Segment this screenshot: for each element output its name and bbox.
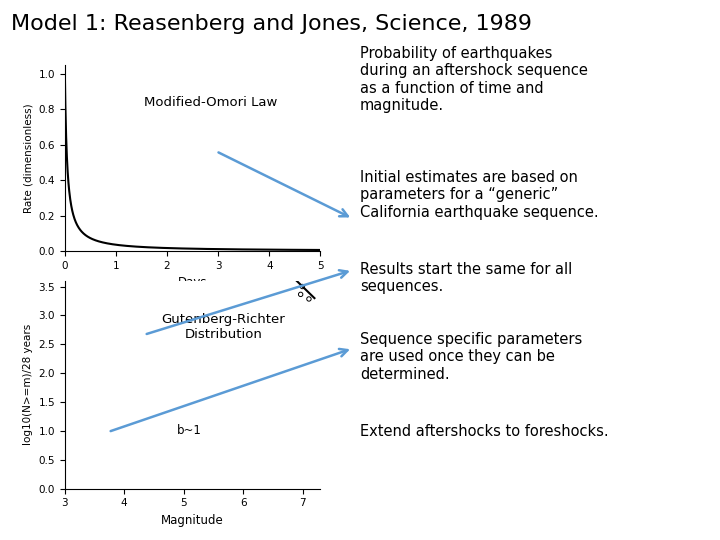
- X-axis label: Days: Days: [178, 276, 207, 289]
- Point: [207, 194, 219, 202]
- Point: [117, 106, 129, 114]
- Point: [76, 75, 88, 83]
- Point: [186, 172, 198, 181]
- Point: [73, 66, 85, 75]
- Point: [275, 253, 287, 261]
- Point: [87, 84, 99, 92]
- Point: [90, 77, 102, 85]
- Point: [217, 204, 229, 213]
- Point: [265, 253, 276, 261]
- Point: [97, 83, 109, 91]
- Point: [212, 195, 223, 204]
- Point: [179, 161, 191, 170]
- Text: Gutenberg-Richter
Distribution: Gutenberg-Richter Distribution: [161, 313, 285, 341]
- FancyArrowPatch shape: [218, 152, 348, 217]
- Point: [303, 295, 315, 303]
- Point: [197, 177, 208, 186]
- Point: [138, 131, 150, 140]
- Point: [122, 113, 133, 122]
- Point: [73, 64, 85, 73]
- Point: [175, 165, 186, 174]
- Point: [112, 105, 124, 114]
- Y-axis label: log10(N>=m)/28 years: log10(N>=m)/28 years: [23, 324, 33, 446]
- Point: [120, 91, 132, 100]
- Point: [232, 221, 243, 230]
- Point: [80, 67, 91, 76]
- Point: [87, 72, 99, 80]
- Point: [203, 193, 215, 201]
- Point: [154, 139, 166, 147]
- Point: [190, 174, 202, 183]
- Point: [93, 90, 104, 99]
- Point: [63, 51, 74, 60]
- Point: [141, 131, 153, 140]
- Text: Sequence specific parameters
are used once they can be
determined.: Sequence specific parameters are used on…: [360, 332, 582, 382]
- Point: [258, 241, 269, 250]
- Point: [271, 269, 283, 278]
- Point: [63, 50, 74, 58]
- FancyArrowPatch shape: [111, 349, 348, 431]
- Point: [170, 157, 181, 166]
- Point: [295, 290, 307, 299]
- Point: [266, 254, 277, 263]
- Point: [111, 97, 122, 105]
- FancyArrowPatch shape: [147, 270, 348, 334]
- Point: [169, 160, 181, 169]
- Point: [243, 245, 254, 254]
- Point: [68, 68, 79, 76]
- Text: Extend aftershocks to foreshocks.: Extend aftershocks to foreshocks.: [360, 424, 608, 439]
- Point: [81, 78, 93, 87]
- Point: [138, 122, 149, 130]
- Point: [88, 82, 99, 90]
- Point: [164, 163, 176, 171]
- Point: [297, 282, 308, 291]
- Point: [76, 71, 87, 80]
- Point: [194, 187, 206, 196]
- Text: Results start the same for all
sequences.: Results start the same for all sequences…: [360, 262, 572, 294]
- Text: Model 1: Reasenberg and Jones, Science, 1989: Model 1: Reasenberg and Jones, Science, …: [11, 14, 532, 33]
- Point: [82, 68, 94, 76]
- Point: [269, 254, 281, 263]
- Point: [90, 82, 102, 90]
- Text: b~1: b~1: [177, 424, 202, 437]
- Point: [154, 152, 166, 160]
- Text: Probability of earthquakes
during an aftershock sequence
as a function of time a: Probability of earthquakes during an aft…: [360, 46, 588, 113]
- Point: [233, 212, 244, 221]
- Y-axis label: Rate (dimensionless): Rate (dimensionless): [23, 103, 33, 213]
- Point: [130, 125, 141, 134]
- Point: [202, 192, 213, 200]
- Point: [60, 60, 71, 69]
- Text: Initial estimates are based on
parameters for a “generic”
California earthquake : Initial estimates are based on parameter…: [360, 170, 598, 220]
- Point: [95, 85, 107, 93]
- X-axis label: Magnitude: Magnitude: [161, 514, 224, 527]
- Point: [264, 253, 276, 261]
- Point: [115, 97, 127, 106]
- Point: [238, 223, 250, 232]
- Point: [60, 48, 72, 56]
- Point: [103, 94, 114, 103]
- Point: [224, 213, 235, 222]
- Text: Modified-Omori Law: Modified-Omori Law: [144, 96, 277, 109]
- Point: [268, 260, 279, 268]
